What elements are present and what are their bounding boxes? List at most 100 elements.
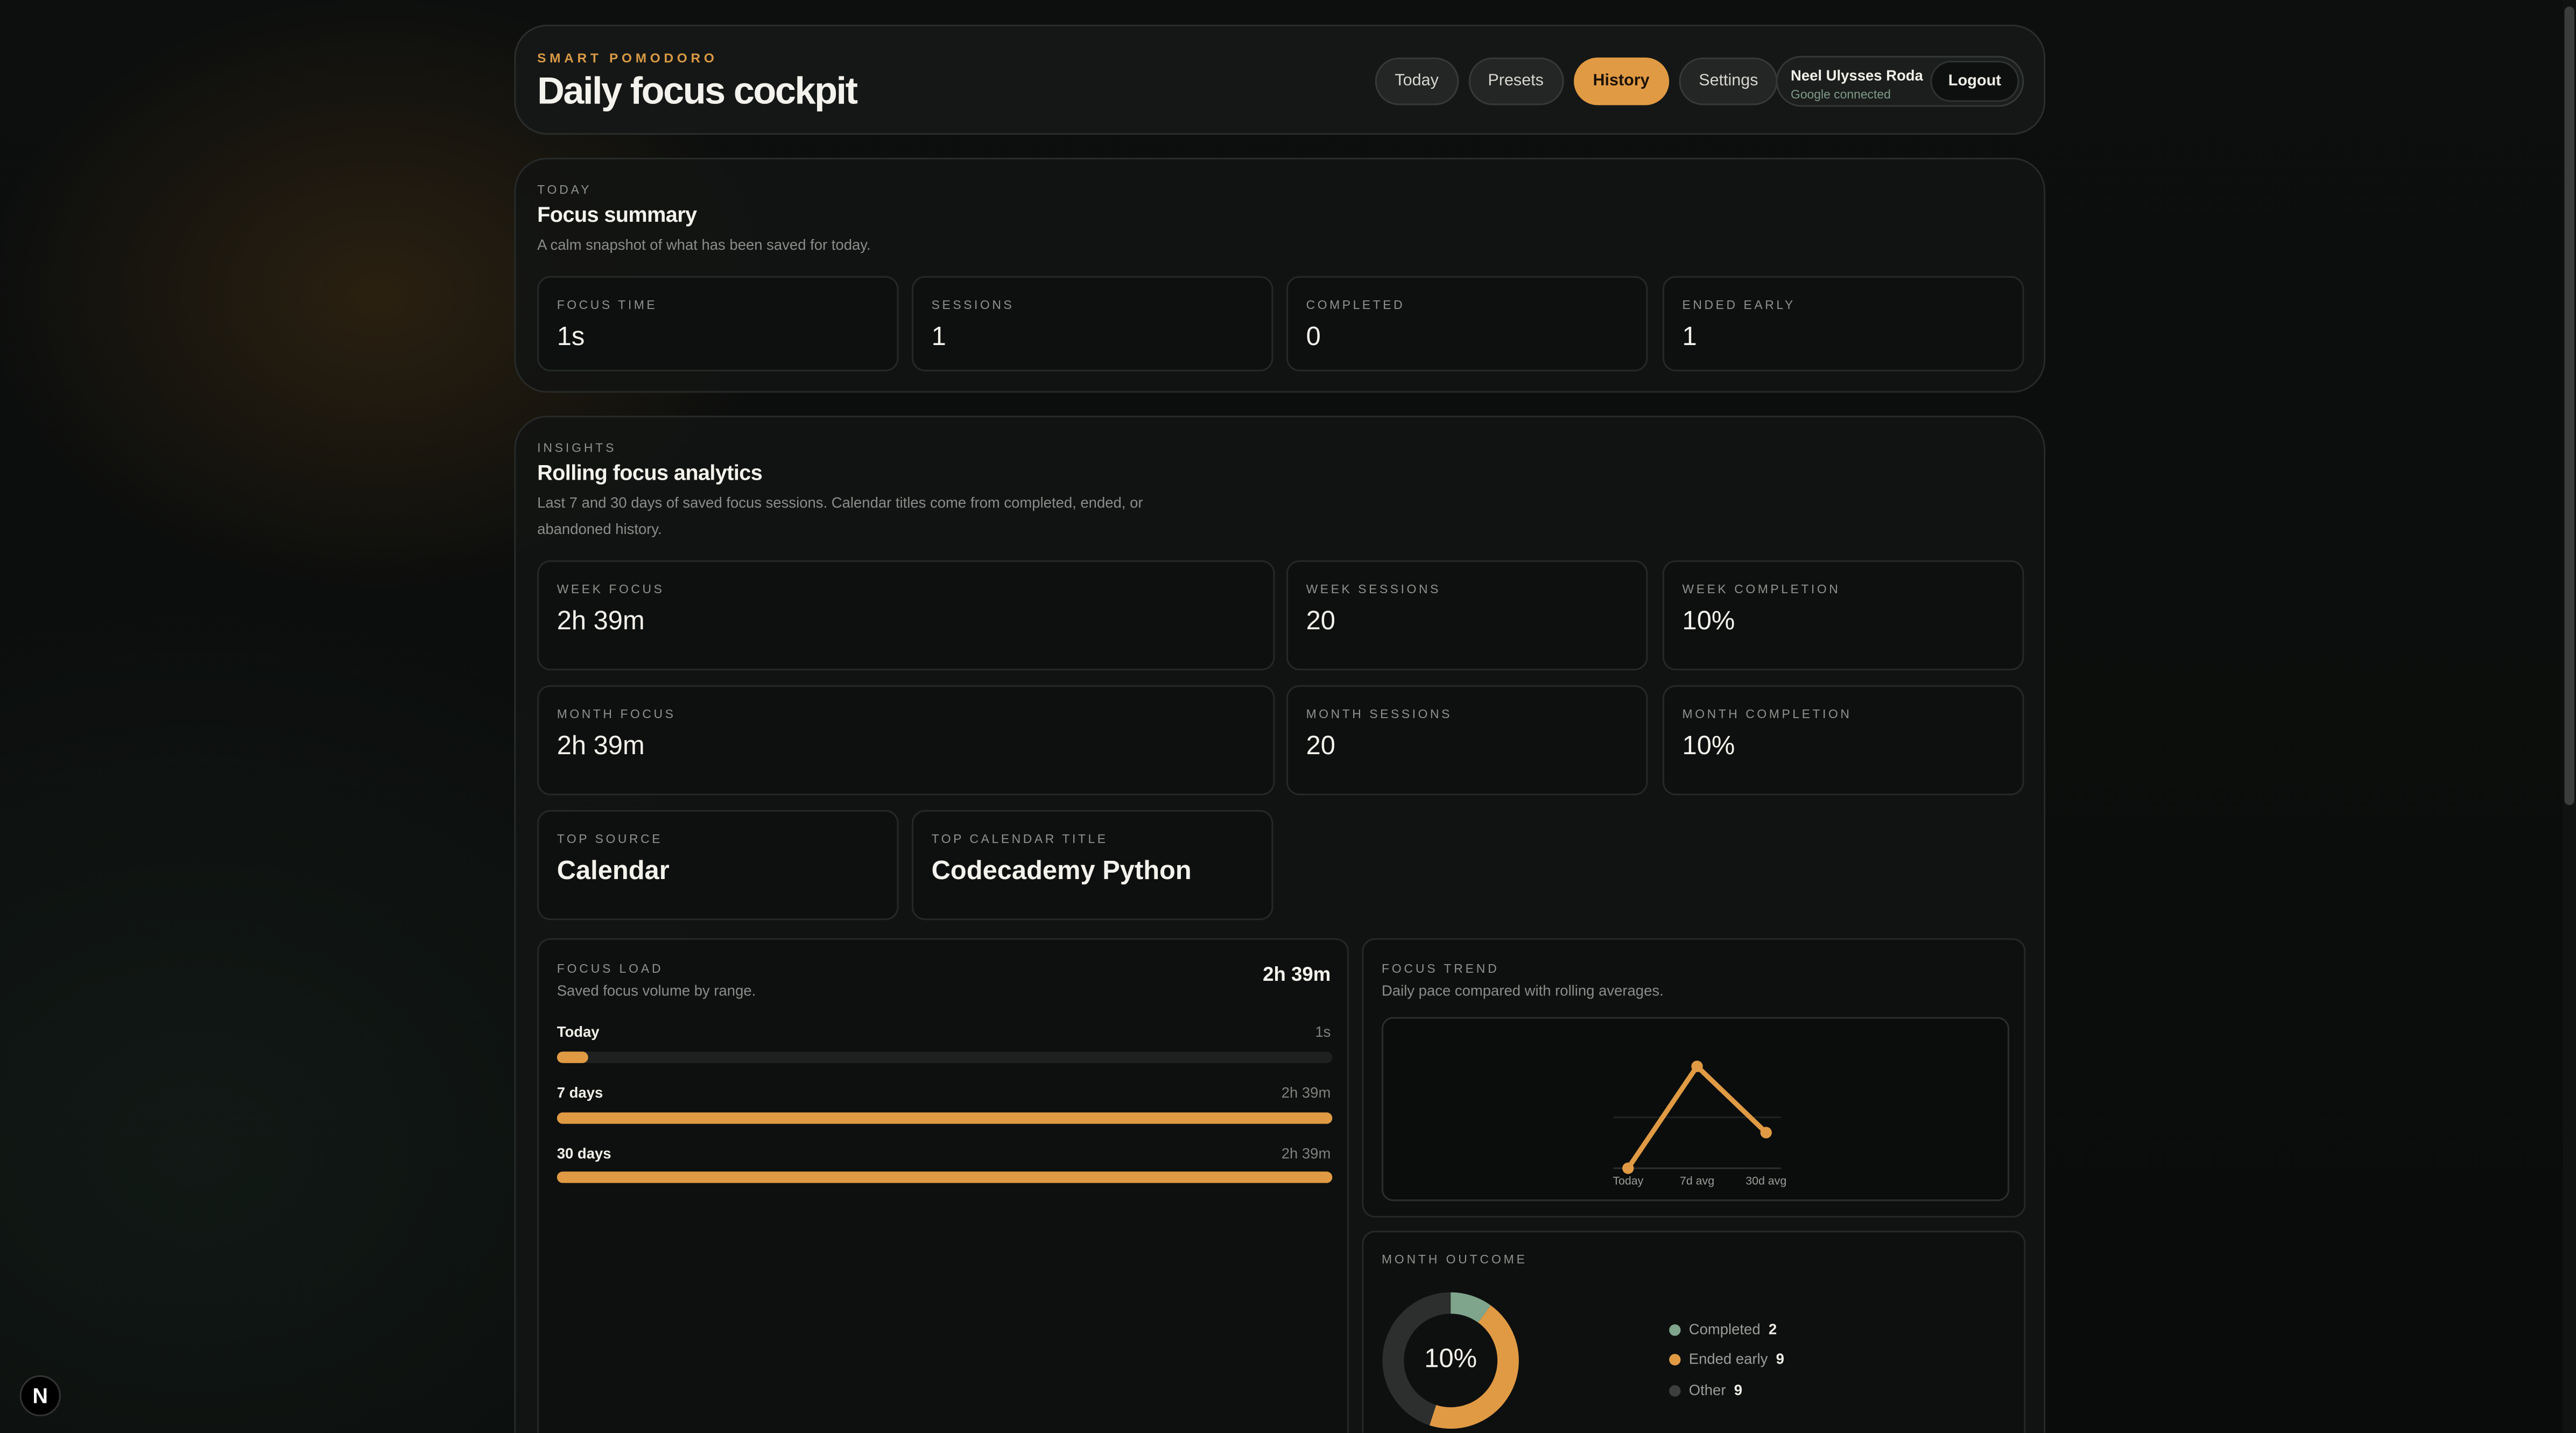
legend-count: 9: [1776, 1350, 1784, 1367]
donut-slice-other: [1382, 1292, 1519, 1429]
legend-dot: [1669, 1384, 1681, 1396]
stat-week-focus: WEEK FOCUS 2h 39m: [537, 560, 1275, 671]
user-name: Neel Ulysses Roda: [1791, 67, 1923, 84]
focus-load-row-label: Today: [557, 1023, 600, 1041]
focus-load-card: FOCUS LOAD Saved focus volume by range. …: [537, 938, 1349, 1433]
focus-load-track-7-days: [557, 1112, 1333, 1124]
stat-label: WEEK COMPLETION: [1682, 581, 1841, 596]
insights-description-line1: Last 7 and 30 days of saved focus sessio…: [537, 494, 1143, 511]
donut-slice-ended-early: [1382, 1292, 1519, 1429]
stat-month-completion: MONTH COMPLETION 10%: [1662, 685, 2024, 796]
stat-value: 1: [1682, 324, 1697, 352]
stat-completed: COMPLETED 0: [1286, 276, 1648, 371]
scrollbar-thumb[interactable]: [2564, 6, 2574, 805]
focus-load-track-30-days: [557, 1171, 1333, 1183]
focus-load-kicker: FOCUS LOAD: [557, 961, 664, 977]
legend-label: Ended early: [1688, 1350, 1768, 1367]
stat-value: Codecademy Python: [931, 858, 1192, 886]
legend-dot: [1669, 1353, 1681, 1365]
stat-value: 1s: [557, 324, 585, 352]
stat-label: WEEK FOCUS: [557, 581, 665, 596]
app-header: SMART POMODORO Daily focus cockpit Today…: [514, 24, 2046, 135]
focus-load-row-value: 2h 39m: [1281, 1084, 1331, 1101]
stat-week-sessions: WEEK SESSIONS 20: [1286, 560, 1648, 671]
page-title: Daily focus cockpit: [537, 69, 858, 112]
stat-value: 1: [931, 324, 946, 352]
stat-sessions: SESSIONS 1: [912, 276, 1273, 371]
stat-label: FOCUS TIME: [557, 297, 658, 312]
stat-value: 10%: [1682, 733, 1735, 761]
trend-x-label-0: Today: [1613, 1175, 1643, 1188]
stat-value: 2h 39m: [557, 608, 645, 636]
focus-trend-kicker: FOCUS TREND: [1381, 961, 1500, 977]
insights-title: Rolling focus analytics: [537, 460, 763, 485]
focus-load-total: 2h 39m: [1263, 963, 1331, 986]
insights-description-line2: abandoned history.: [537, 521, 662, 538]
focus-load-row-label: 30 days: [557, 1145, 611, 1162]
today-title: Focus summary: [537, 202, 697, 227]
stat-label: TOP CALENDAR TITLE: [931, 831, 1108, 846]
today-kicker: TODAY: [537, 182, 592, 198]
page-scrollbar[interactable]: [2563, 0, 2576, 1433]
stat-top-calendar-title: TOP CALENDAR TITLE Codecademy Python: [912, 810, 1273, 921]
trend-point-2: [1760, 1127, 1772, 1139]
month-outcome-donut-chart: [1382, 1292, 1519, 1429]
month-outcome-center-label: 10%: [1424, 1345, 1477, 1374]
stat-value: 0: [1306, 324, 1321, 352]
legend-item-ended-early: Ended early 9: [1669, 1351, 1784, 1367]
month-outcome-donut: 10%: [1382, 1291, 1519, 1429]
stat-value: 10%: [1682, 608, 1735, 636]
month-outcome-card: MONTH OUTCOME 10% Completed 2 Ended earl…: [1362, 1231, 2026, 1433]
brand-kicker: SMART POMODORO: [537, 51, 718, 66]
month-outcome-kicker: MONTH OUTCOME: [1381, 1252, 1528, 1267]
legend-item-completed: Completed 2: [1669, 1321, 1777, 1338]
stat-top-source: TOP SOURCE Calendar: [537, 810, 899, 921]
focus-trend-description: Daily pace compared with rolling average…: [1381, 982, 1664, 999]
trend-x-label-1: 7d avg: [1680, 1175, 1714, 1188]
insights-panel: INSIGHTS Rolling focus analytics Last 7 …: [514, 416, 2046, 1433]
stat-label: MONTH SESSIONS: [1306, 706, 1453, 721]
focus-trend-line-chart: Today 7d avg 30d avg: [1613, 1060, 1786, 1188]
stat-value: 20: [1306, 608, 1335, 636]
legend-count: 9: [1734, 1381, 1743, 1399]
nav-today-button[interactable]: Today: [1375, 57, 1459, 106]
focus-load-fill-7-days: [557, 1112, 1333, 1124]
insights-kicker: INSIGHTS: [537, 440, 617, 455]
next-dev-badge[interactable]: N: [19, 1375, 61, 1417]
legend-count: 2: [1768, 1321, 1777, 1338]
user-account-pill: Neel Ulysses Roda Google connected Logou…: [1776, 55, 2024, 107]
focus-load-fill-today: [557, 1051, 588, 1063]
trend-x-label-2: 30d avg: [1746, 1175, 1786, 1188]
stat-month-sessions: MONTH SESSIONS 20: [1286, 685, 1648, 796]
trend-point-1: [1691, 1060, 1703, 1072]
focus-load-row-label: 7 days: [557, 1084, 603, 1101]
stat-ended-early: ENDED EARLY 1: [1662, 276, 2024, 371]
focus-load-description: Saved focus volume by range.: [557, 982, 756, 999]
user-connection-status: Google connected: [1791, 87, 1891, 102]
stat-week-completion: WEEK COMPLETION 10%: [1662, 560, 2024, 671]
today-description: A calm snapshot of what has been saved f…: [537, 236, 871, 254]
today-panel: TODAY Focus summary A calm snapshot of w…: [514, 158, 2046, 393]
stat-month-focus: MONTH FOCUS 2h 39m: [537, 685, 1275, 796]
stat-label: MONTH COMPLETION: [1682, 706, 1852, 721]
nav-presets-button[interactable]: Presets: [1468, 57, 1564, 106]
stat-label: MONTH FOCUS: [557, 706, 676, 721]
stat-value: Calendar: [557, 858, 670, 886]
focus-load-row-value: 1s: [1315, 1023, 1331, 1041]
stat-focus-time: FOCUS TIME 1s: [537, 276, 899, 371]
legend-dot: [1669, 1323, 1681, 1335]
nav-history-button[interactable]: History: [1573, 57, 1670, 106]
legend-label: Completed: [1688, 1321, 1761, 1338]
stat-value: 20: [1306, 733, 1335, 761]
stat-value: 2h 39m: [557, 733, 645, 761]
nav-settings-button[interactable]: Settings: [1679, 57, 1778, 106]
stat-label: WEEK SESSIONS: [1306, 581, 1441, 596]
stat-label: ENDED EARLY: [1682, 297, 1796, 312]
stat-label: COMPLETED: [1306, 297, 1405, 312]
main-nav: Today Presets History Settings: [1375, 57, 1778, 106]
legend-label: Other: [1688, 1381, 1726, 1399]
focus-trend-chart-frame: Today 7d avg 30d avg: [1381, 1017, 2009, 1202]
logout-button[interactable]: Logout: [1930, 60, 2019, 102]
stat-label: SESSIONS: [931, 297, 1015, 312]
